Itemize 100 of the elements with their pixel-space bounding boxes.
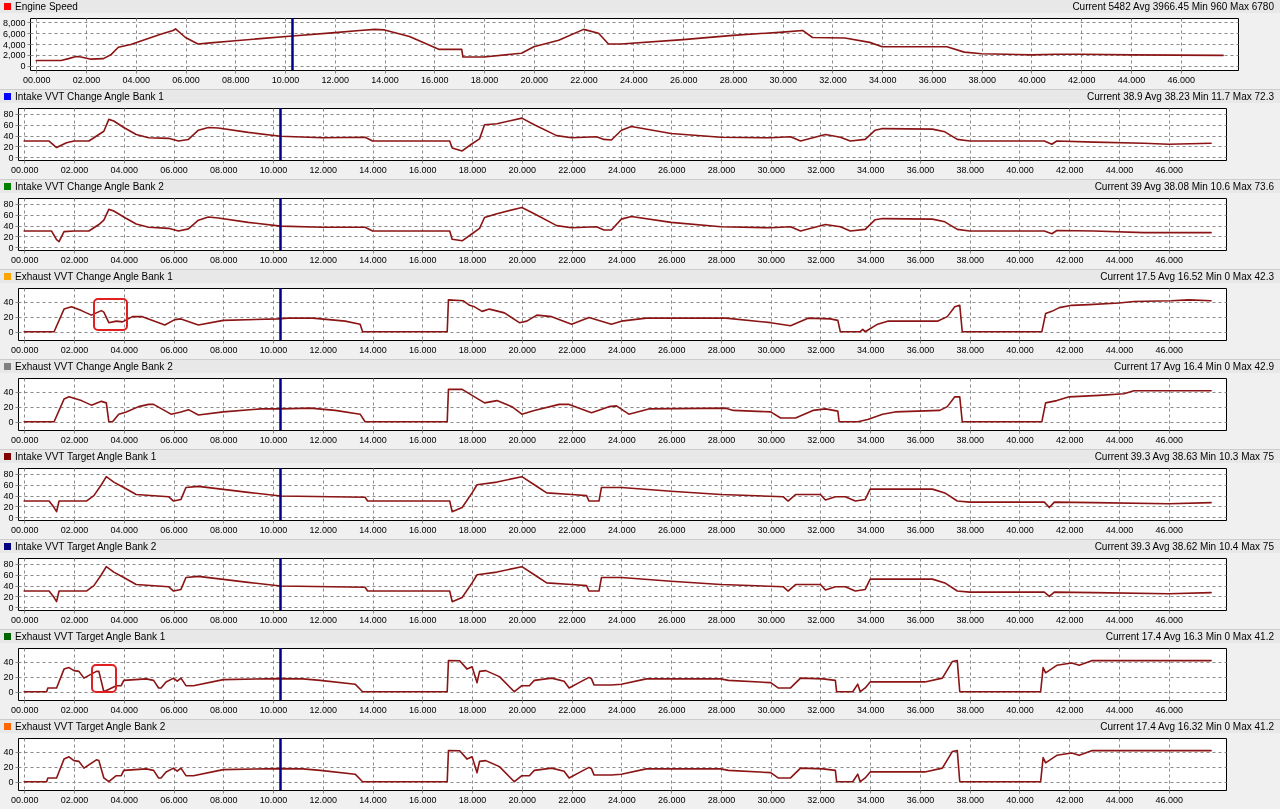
y-tick-label: 20 bbox=[3, 591, 14, 602]
x-tick-label: 24.000 bbox=[608, 794, 636, 805]
x-tick-label: 46.000 bbox=[1167, 74, 1196, 85]
y-tick-label: 8,000 bbox=[2, 17, 26, 28]
x-tick-label: 34.000 bbox=[856, 434, 885, 445]
x-tick-label: 40.000 bbox=[1006, 794, 1034, 805]
x-tick-label: 42.000 bbox=[1055, 794, 1084, 805]
y-tick-label: 40 bbox=[3, 131, 14, 142]
x-tick-label: 08.000 bbox=[210, 254, 238, 265]
x-tick-label: 32.000 bbox=[819, 74, 847, 85]
y-tick-label: 2,000 bbox=[2, 50, 26, 61]
x-tick-label: 32.000 bbox=[807, 434, 835, 445]
x-tick-label: 14.000 bbox=[371, 74, 399, 85]
x-tick-label: 06.000 bbox=[160, 794, 188, 805]
y-tick-label: 4,000 bbox=[2, 39, 26, 50]
x-tick-label: 16.000 bbox=[409, 794, 437, 805]
x-tick-label: 10.000 bbox=[259, 254, 288, 265]
x-tick-label: 12.000 bbox=[309, 254, 338, 265]
x-tick-label: 02.000 bbox=[60, 254, 89, 265]
y-tick-label: 80 bbox=[3, 199, 14, 210]
x-tick-label: 20.000 bbox=[508, 524, 537, 535]
x-tick-label: 32.000 bbox=[807, 794, 835, 805]
x-tick-label: 00.000 bbox=[22, 74, 51, 85]
y-tick-label: 80 bbox=[3, 109, 14, 120]
x-tick-label: 20.000 bbox=[508, 704, 537, 715]
x-tick-label: 44.000 bbox=[1105, 434, 1134, 445]
chart-title: Intake VVT Change Angle Bank 2 bbox=[15, 180, 164, 193]
x-tick-label: 00.000 bbox=[10, 704, 39, 715]
x-tick-label: 08.000 bbox=[210, 164, 238, 175]
x-tick-label: 24.000 bbox=[608, 524, 636, 535]
x-tick-label: 34.000 bbox=[856, 704, 885, 715]
x-tick-label: 18.000 bbox=[458, 164, 487, 175]
x-tick-label: 10.000 bbox=[259, 524, 288, 535]
x-tick-label: 44.000 bbox=[1105, 254, 1134, 265]
x-tick-label: 30.000 bbox=[757, 614, 785, 625]
x-tick-label: 18.000 bbox=[458, 434, 487, 445]
y-tick-label: 0 bbox=[8, 687, 14, 698]
y-tick-label: 40 bbox=[3, 747, 14, 758]
x-tick-label: 12.000 bbox=[309, 344, 338, 355]
x-tick-label: 38.000 bbox=[956, 794, 984, 805]
x-tick-label: 18.000 bbox=[458, 794, 487, 805]
y-tick-label: 0 bbox=[20, 61, 26, 72]
x-tick-label: 06.000 bbox=[160, 524, 188, 535]
x-tick-label: 36.000 bbox=[906, 794, 935, 805]
y-tick-label: 60 bbox=[3, 120, 14, 131]
y-tick-label: 40 bbox=[3, 221, 14, 232]
x-tick-label: 14.000 bbox=[359, 704, 387, 715]
x-tick-label: 40.000 bbox=[1006, 704, 1034, 715]
x-tick-label: 16.000 bbox=[409, 344, 437, 355]
x-tick-label: 36.000 bbox=[906, 254, 935, 265]
x-tick-label: 10.000 bbox=[259, 344, 288, 355]
x-tick-label: 00.000 bbox=[10, 614, 39, 625]
x-tick-label: 40.000 bbox=[1006, 254, 1034, 265]
x-tick-label: 06.000 bbox=[160, 254, 188, 265]
chart-subtitle: Current 38.9 Avg 38.23 Min 11.7 Max 72.3 bbox=[1087, 90, 1274, 103]
x-tick-label: 28.000 bbox=[707, 164, 736, 175]
x-tick-label: 26.000 bbox=[657, 434, 686, 445]
x-tick-label: 00.000 bbox=[10, 254, 39, 265]
x-tick-label: 20.000 bbox=[520, 74, 549, 85]
x-tick-label: 24.000 bbox=[620, 74, 648, 85]
chart-title: Intake VVT Target Angle Bank 2 bbox=[15, 540, 157, 553]
x-tick-label: 26.000 bbox=[657, 344, 686, 355]
x-tick-label: 30.000 bbox=[757, 434, 785, 445]
x-tick-label: 40.000 bbox=[1006, 434, 1034, 445]
chart-title: Exhaust VVT Change Angle Bank 2 bbox=[15, 360, 173, 373]
x-tick-label: 30.000 bbox=[757, 794, 785, 805]
x-tick-label: 24.000 bbox=[608, 254, 636, 265]
x-tick-label: 30.000 bbox=[757, 164, 785, 175]
x-tick-label: 24.000 bbox=[608, 344, 636, 355]
x-tick-label: 06.000 bbox=[160, 614, 188, 625]
x-tick-label: 08.000 bbox=[222, 74, 250, 85]
x-tick-label: 16.000 bbox=[409, 524, 437, 535]
x-tick-label: 36.000 bbox=[906, 524, 935, 535]
x-tick-label: 36.000 bbox=[906, 704, 935, 715]
x-tick-label: 14.000 bbox=[359, 614, 387, 625]
x-tick-label: 06.000 bbox=[160, 164, 188, 175]
x-tick-label: 32.000 bbox=[807, 164, 835, 175]
x-tick-label: 22.000 bbox=[558, 614, 586, 625]
x-tick-label: 22.000 bbox=[558, 254, 586, 265]
x-tick-label: 28.000 bbox=[707, 794, 736, 805]
x-tick-label: 08.000 bbox=[210, 614, 238, 625]
y-tick-label: 40 bbox=[3, 581, 14, 592]
x-tick-label: 02.000 bbox=[60, 704, 89, 715]
x-tick-label: 08.000 bbox=[210, 524, 238, 535]
x-tick-label: 36.000 bbox=[906, 434, 935, 445]
chart-title: Exhaust VVT Change Angle Bank 1 bbox=[15, 270, 173, 283]
x-tick-label: 12.000 bbox=[309, 794, 338, 805]
chart-subtitle: Current 17.4 Avg 16.32 Min 0 Max 41.2 bbox=[1100, 720, 1274, 733]
x-tick-label: 10.000 bbox=[259, 614, 288, 625]
x-tick-label: 18.000 bbox=[470, 74, 499, 85]
chart-title: Exhaust VVT Target Angle Bank 1 bbox=[15, 630, 166, 643]
x-tick-label: 32.000 bbox=[807, 254, 835, 265]
x-tick-label: 04.000 bbox=[122, 74, 151, 85]
x-tick-label: 36.000 bbox=[906, 344, 935, 355]
x-tick-label: 34.000 bbox=[856, 164, 885, 175]
x-tick-label: 38.000 bbox=[956, 524, 984, 535]
chart-subtitle: Current 17.5 Avg 16.52 Min 0 Max 42.3 bbox=[1100, 270, 1274, 283]
x-tick-label: 44.000 bbox=[1105, 344, 1134, 355]
x-tick-label: 44.000 bbox=[1105, 524, 1134, 535]
x-tick-label: 12.000 bbox=[309, 614, 338, 625]
